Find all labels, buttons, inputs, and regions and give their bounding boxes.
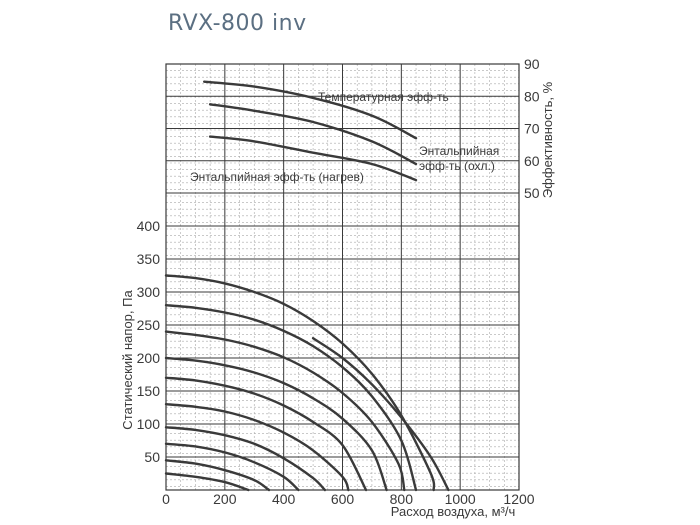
enthalpy-cooling-label-line1: Энтальпийная — [419, 144, 499, 158]
plot-border — [165, 63, 520, 491]
y-tick-label-right: 50 — [524, 185, 540, 201]
pressure-curve-2 — [164, 459, 271, 492]
y-tick-label-left: 350 — [137, 251, 161, 267]
pressure-curve-5 — [164, 403, 350, 492]
y-tick-label-right: 70 — [524, 121, 540, 137]
pressure-curve-9 — [164, 304, 418, 492]
chart-title: RVX-800 inv — [168, 11, 307, 36]
pressure-curve-10 — [164, 274, 436, 492]
x-tick-label: 600 — [331, 491, 355, 507]
x-tick-label: 200 — [213, 491, 237, 507]
y-tick-label-right: 80 — [524, 88, 540, 104]
y-axis-label-right: Эффективность, % — [540, 81, 555, 198]
y-axis-label-left: Статический напор, Па — [120, 290, 135, 430]
x-tick-label: 1200 — [503, 491, 534, 507]
temperature-efficiency-label: Температурная эфф-ть — [318, 90, 449, 104]
y-tick-label-left: 200 — [137, 350, 161, 366]
pressure-curve-8 — [164, 330, 406, 492]
y-tick-label-left: 150 — [137, 383, 161, 399]
x-axis-label: Расход воздуха, м³/ч — [391, 504, 516, 519]
x-tick-label: 800 — [390, 491, 414, 507]
grid — [165, 63, 520, 491]
x-tick-label: 400 — [272, 491, 296, 507]
pressure-curve-6 — [164, 376, 368, 492]
y-tick-label-left: 400 — [137, 218, 161, 234]
enthalpy-heating-label: Энтальпийная эфф-ть (нагрев) — [190, 170, 364, 184]
y-tick-label-left: 50 — [144, 449, 160, 465]
pressure-curve-11 — [311, 337, 450, 492]
pressure-curve-4 — [164, 426, 327, 492]
pressure-curve-7 — [164, 356, 388, 492]
y-tick-label-right: 60 — [524, 153, 540, 169]
ticks: 0 200 400 600 800 1000 1200 50 100 150 200 250 300 35… — [137, 56, 540, 507]
y-tick-label-left: 100 — [137, 416, 161, 432]
x-tick-label: 1000 — [445, 491, 476, 507]
efficiency-curve-3 — [208, 135, 418, 182]
enthalpy-cooling-label-line2: эфф-ть (охл.) — [419, 159, 495, 173]
efficiency-curve-2 — [208, 103, 418, 166]
pressure-curve-1 — [164, 472, 250, 492]
x-tick-label: 0 — [162, 491, 170, 507]
y-tick-label-left: 250 — [137, 317, 161, 333]
y-tick-label-right: 90 — [524, 56, 540, 72]
y-tick-label-left: 300 — [137, 284, 161, 300]
curves — [164, 80, 450, 492]
efficiency-curve-1 — [203, 80, 418, 140]
pressure-curve-3 — [164, 442, 300, 492]
